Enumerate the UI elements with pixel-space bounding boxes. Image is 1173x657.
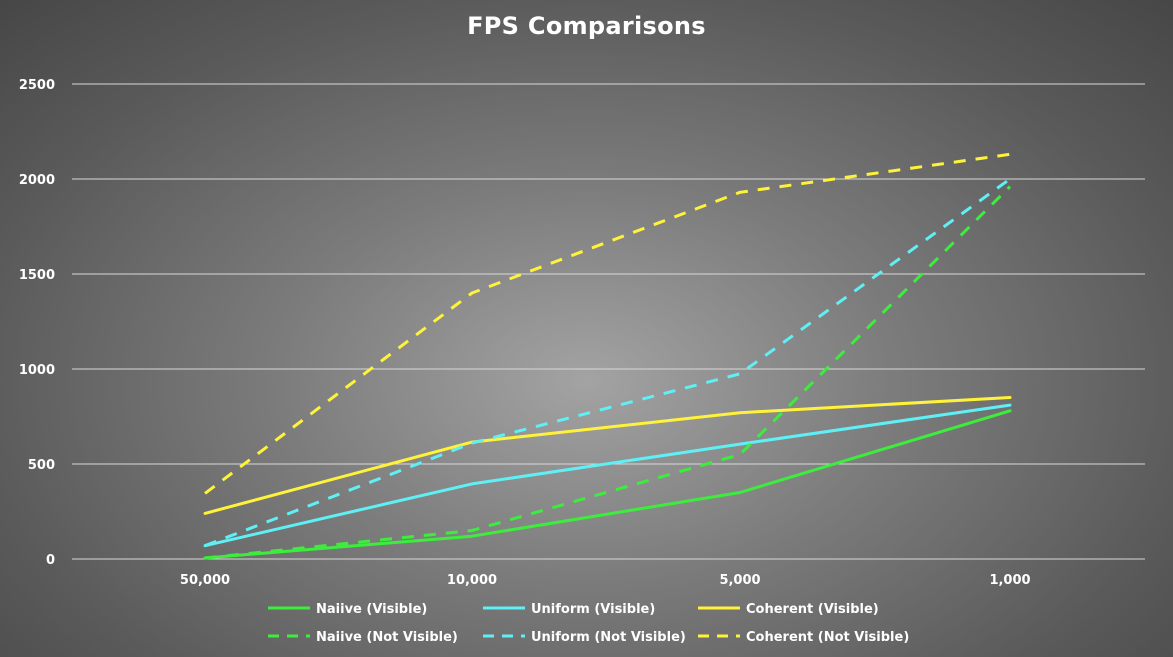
legend-label-naiive-not-visible: Naiive (Not Visible) bbox=[316, 630, 458, 645]
series-line-uniform-visible bbox=[203, 403, 1012, 548]
series-lines bbox=[203, 152, 1012, 560]
series-line-uniform-not-visible bbox=[204, 177, 1011, 548]
y-tick-label-2500: 2500 bbox=[19, 78, 55, 93]
legend-item-naiive-not-visible: Naiive (Not Visible) bbox=[268, 630, 458, 645]
y-tick-label-1500: 1500 bbox=[19, 268, 55, 283]
legend-item-coherent-visible: Coherent (Visible) bbox=[698, 602, 879, 617]
legend: Naiive (Visible) Uniform (Visible) Coheren… bbox=[268, 602, 909, 645]
legend-item-uniform-not-visible: Uniform (Not Visible) bbox=[483, 630, 686, 645]
legend-label-coherent-visible: Coherent (Visible) bbox=[746, 602, 879, 617]
x-tick-label-1: 10,000 bbox=[447, 573, 497, 588]
y-tick-label-500: 500 bbox=[28, 458, 55, 473]
series-line-coherent-not-visible bbox=[204, 152, 1011, 495]
series-line-naiive-not-visible bbox=[204, 185, 1012, 560]
y-tick-label-0: 0 bbox=[46, 553, 55, 568]
legend-label-uniform-visible: Uniform (Visible) bbox=[531, 602, 655, 617]
legend-item-naiive-visible: Naiive (Visible) bbox=[268, 602, 427, 617]
series-line-naiive-visible bbox=[203, 409, 1012, 560]
gridlines bbox=[72, 83, 1145, 560]
legend-label-coherent-not-visible: Coherent (Not Visible) bbox=[746, 630, 909, 645]
y-tick-label-2000: 2000 bbox=[19, 173, 55, 188]
legend-item-coherent-not-visible: Coherent (Not Visible) bbox=[698, 630, 909, 645]
legend-label-uniform-not-visible: Uniform (Not Visible) bbox=[531, 630, 686, 645]
x-tick-label-2: 5,000 bbox=[719, 573, 760, 588]
legend-label-naiive-visible: Naiive (Visible) bbox=[316, 602, 427, 617]
x-tick-label-3: 1,000 bbox=[989, 573, 1030, 588]
x-axis-tick-labels: 50,000 10,000 5,000 1,000 bbox=[180, 573, 1031, 588]
x-tick-label-0: 50,000 bbox=[180, 573, 230, 588]
series-line-coherent-visible bbox=[203, 396, 1012, 515]
legend-item-uniform-visible: Uniform (Visible) bbox=[483, 602, 655, 617]
y-tick-label-1000: 1000 bbox=[19, 363, 55, 378]
y-axis-tick-labels: 0 500 1000 1500 2000 2500 bbox=[19, 78, 55, 568]
chart-title: FPS Comparisons bbox=[467, 12, 706, 40]
